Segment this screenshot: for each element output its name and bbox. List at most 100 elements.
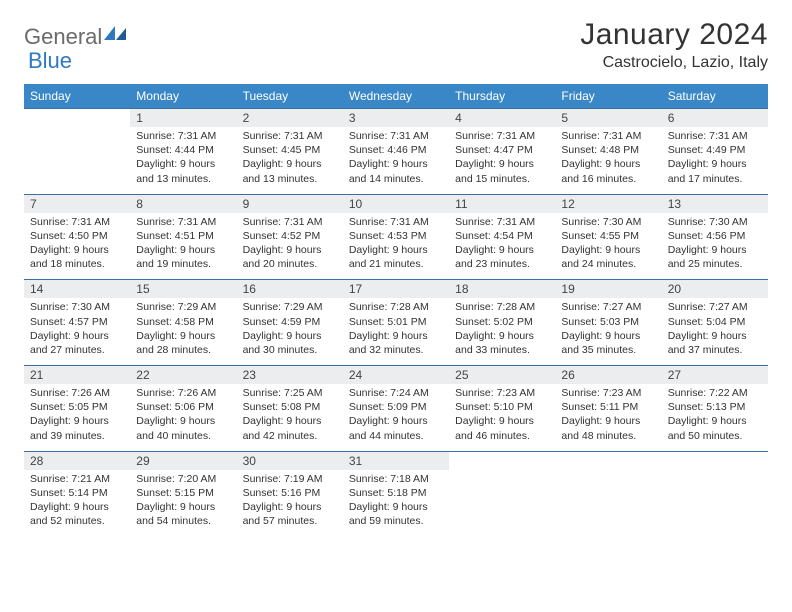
daylight-text-1: Daylight: 9 hours [455, 329, 549, 343]
sunset-text: Sunset: 5:13 PM [668, 400, 762, 414]
daylight-text-1: Daylight: 9 hours [455, 157, 549, 171]
day-details: Sunrise: 7:31 AMSunset: 4:47 PMDaylight:… [449, 127, 555, 194]
day-details: Sunrise: 7:31 AMSunset: 4:49 PMDaylight:… [662, 127, 768, 194]
day-number: 30 [237, 452, 343, 470]
calendar-cell: 29Sunrise: 7:20 AMSunset: 5:15 PMDayligh… [130, 451, 236, 537]
daylight-text-1: Daylight: 9 hours [668, 157, 762, 171]
day-details: Sunrise: 7:29 AMSunset: 4:58 PMDaylight:… [130, 298, 236, 365]
sunrise-text: Sunrise: 7:31 AM [349, 215, 443, 229]
daylight-text-2: and 59 minutes. [349, 514, 443, 528]
day-number [662, 452, 768, 470]
day-number: 15 [130, 280, 236, 298]
sunrise-text: Sunrise: 7:28 AM [349, 300, 443, 314]
sunset-text: Sunset: 5:04 PM [668, 315, 762, 329]
sunset-text: Sunset: 5:15 PM [136, 486, 230, 500]
sunset-text: Sunset: 4:47 PM [455, 143, 549, 157]
sunrise-text: Sunrise: 7:31 AM [455, 129, 549, 143]
sunrise-text: Sunrise: 7:28 AM [455, 300, 549, 314]
month-title: January 2024 [580, 18, 768, 52]
sunset-text: Sunset: 5:16 PM [243, 486, 337, 500]
calendar-cell: 14Sunrise: 7:30 AMSunset: 4:57 PMDayligh… [24, 279, 130, 365]
calendar-cell: 24Sunrise: 7:24 AMSunset: 5:09 PMDayligh… [343, 365, 449, 451]
daylight-text-2: and 13 minutes. [243, 172, 337, 186]
daylight-text-2: and 30 minutes. [243, 343, 337, 357]
day-number: 16 [237, 280, 343, 298]
sunset-text: Sunset: 4:59 PM [243, 315, 337, 329]
daylight-text-1: Daylight: 9 hours [30, 414, 124, 428]
daylight-text-2: and 37 minutes. [668, 343, 762, 357]
day-details: Sunrise: 7:26 AMSunset: 5:05 PMDaylight:… [24, 384, 130, 451]
daylight-text-2: and 39 minutes. [30, 429, 124, 443]
sunrise-text: Sunrise: 7:25 AM [243, 386, 337, 400]
daylight-text-1: Daylight: 9 hours [243, 329, 337, 343]
daylight-text-2: and 48 minutes. [561, 429, 655, 443]
calendar-cell: 19Sunrise: 7:27 AMSunset: 5:03 PMDayligh… [555, 279, 661, 365]
daylight-text-1: Daylight: 9 hours [668, 243, 762, 257]
sunset-text: Sunset: 4:58 PM [136, 315, 230, 329]
sunrise-text: Sunrise: 7:20 AM [136, 472, 230, 486]
daylight-text-1: Daylight: 9 hours [243, 414, 337, 428]
sunset-text: Sunset: 4:44 PM [136, 143, 230, 157]
calendar-cell: 22Sunrise: 7:26 AMSunset: 5:06 PMDayligh… [130, 365, 236, 451]
calendar-cell: 23Sunrise: 7:25 AMSunset: 5:08 PMDayligh… [237, 365, 343, 451]
day-details [449, 470, 555, 532]
calendar-cell: 9Sunrise: 7:31 AMSunset: 4:52 PMDaylight… [237, 194, 343, 280]
day-details: Sunrise: 7:25 AMSunset: 5:08 PMDaylight:… [237, 384, 343, 451]
daylight-text-1: Daylight: 9 hours [136, 414, 230, 428]
day-number: 10 [343, 195, 449, 213]
calendar-cell [555, 451, 661, 537]
day-number: 4 [449, 109, 555, 127]
day-number: 18 [449, 280, 555, 298]
day-number: 23 [237, 366, 343, 384]
sunrise-text: Sunrise: 7:31 AM [243, 215, 337, 229]
daylight-text-1: Daylight: 9 hours [561, 243, 655, 257]
calendar-cell: 16 Sunrise: 7:29 AMSunset: 4:59 PMDayligh… [237, 279, 343, 365]
sunrise-text: Sunrise: 7:31 AM [30, 215, 124, 229]
sunset-text: Sunset: 4:53 PM [349, 229, 443, 243]
sunset-text: Sunset: 4:57 PM [30, 315, 124, 329]
day-number [555, 452, 661, 470]
daylight-text-1: Daylight: 9 hours [349, 157, 443, 171]
day-of-week-header: Saturday [662, 84, 768, 108]
location: Castrocielo, Lazio, Italy [580, 54, 768, 72]
daylight-text-2: and 52 minutes. [30, 514, 124, 528]
day-number: 1 [130, 109, 236, 127]
daylight-text-1: Daylight: 9 hours [455, 243, 549, 257]
day-details: Sunrise: 7:23 AMSunset: 5:11 PMDaylight:… [555, 384, 661, 451]
sunrise-text: Sunrise: 7:31 AM [136, 215, 230, 229]
day-details: Sunrise: 7:31 AMSunset: 4:44 PMDaylight:… [130, 127, 236, 194]
calendar-cell: 28Sunrise: 7:21 AMSunset: 5:14 PMDayligh… [24, 451, 130, 537]
daylight-text-1: Daylight: 9 hours [30, 329, 124, 343]
day-details: Sunrise: 7:30 AMSunset: 4:56 PMDaylight:… [662, 213, 768, 280]
daylight-text-2: and 19 minutes. [136, 257, 230, 271]
day-details: Sunrise: 7:23 AMSunset: 5:10 PMDaylight:… [449, 384, 555, 451]
sunrise-text: Sunrise: 7:27 AM [668, 300, 762, 314]
calendar-cell: 12Sunrise: 7:30 AMSunset: 4:55 PMDayligh… [555, 194, 661, 280]
sunrise-text: Sunrise: 7:21 AM [30, 472, 124, 486]
daylight-text-2: and 57 minutes. [243, 514, 337, 528]
sunrise-text: Sunrise: 7:19 AM [243, 472, 337, 486]
day-number: 22 [130, 366, 236, 384]
day-number: 17 [343, 280, 449, 298]
logo-text-1: General [24, 24, 102, 50]
daylight-text-1: Daylight: 9 hours [136, 329, 230, 343]
day-number: 7 [24, 195, 130, 213]
sunset-text: Sunset: 4:49 PM [668, 143, 762, 157]
sunset-text: Sunset: 5:05 PM [30, 400, 124, 414]
calendar-cell: 21Sunrise: 7:26 AMSunset: 5:05 PMDayligh… [24, 365, 130, 451]
day-details: Sunrise: 7:26 AMSunset: 5:06 PMDaylight:… [130, 384, 236, 451]
calendar-cell: 6Sunrise: 7:31 AMSunset: 4:49 PMDaylight… [662, 108, 768, 194]
day-number: 21 [24, 366, 130, 384]
daylight-text-2: and 54 minutes. [136, 514, 230, 528]
daylight-text-2: and 24 minutes. [561, 257, 655, 271]
logo: General [24, 18, 126, 50]
sunrise-text: Sunrise: 7:31 AM [349, 129, 443, 143]
day-details: Sunrise: 7:20 AMSunset: 5:15 PMDaylight:… [130, 470, 236, 537]
daylight-text-1: Daylight: 9 hours [668, 414, 762, 428]
sunrise-text: Sunrise: 7:29 AM [243, 300, 337, 314]
daylight-text-2: and 14 minutes. [349, 172, 443, 186]
day-details: Sunrise: 7:31 AMSunset: 4:51 PMDaylight:… [130, 213, 236, 280]
daylight-text-2: and 27 minutes. [30, 343, 124, 357]
day-details: Sunrise: 7:28 AMSunset: 5:02 PMDaylight:… [449, 298, 555, 365]
sunset-text: Sunset: 4:56 PM [668, 229, 762, 243]
